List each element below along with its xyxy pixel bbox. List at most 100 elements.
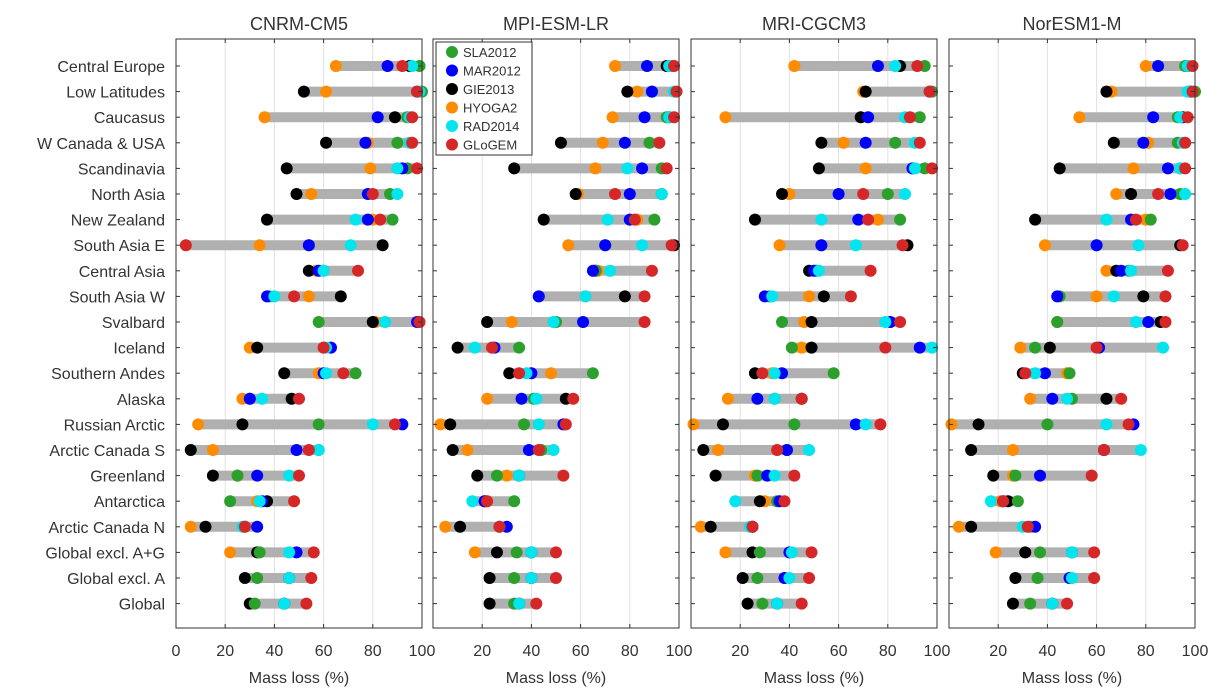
data-point-gie bbox=[704, 520, 717, 533]
data-point-mar bbox=[1038, 367, 1051, 380]
panel-frame bbox=[690, 38, 938, 629]
data-point-gie bbox=[709, 469, 722, 482]
data-point-rad bbox=[926, 341, 939, 354]
data-point-glo bbox=[530, 597, 543, 610]
legend-label: MAR2012 bbox=[463, 64, 521, 79]
data-point-glo bbox=[1179, 162, 1192, 175]
region-label: Global excl. A+G bbox=[45, 545, 165, 562]
data-point-glo bbox=[1061, 597, 1074, 610]
data-point-hyo bbox=[719, 546, 732, 559]
legend: SLA2012 MAR2012 GIE2013 HYOGA2 RAD2014 GLoGEM bbox=[435, 41, 533, 156]
x-tick-label: 40 bbox=[523, 643, 541, 660]
data-point-glo bbox=[486, 341, 499, 354]
data-point-glo bbox=[532, 444, 545, 456]
data-point-mar bbox=[859, 136, 872, 149]
data-point-glo bbox=[493, 520, 506, 533]
data-point-gie bbox=[805, 316, 818, 328]
data-point-glo bbox=[1090, 341, 1103, 354]
data-point-hyo bbox=[803, 290, 816, 303]
data-point-hyo bbox=[952, 520, 965, 533]
data-point-rad bbox=[312, 444, 325, 456]
x-tick-label: 100 bbox=[409, 643, 436, 660]
data-point-gie bbox=[965, 520, 978, 533]
data-point-rad bbox=[636, 239, 649, 252]
data-point-rad bbox=[815, 213, 828, 226]
data-point-glo bbox=[1088, 572, 1101, 584]
x-tick-label: 20 bbox=[989, 643, 1007, 660]
region-label: Greenland bbox=[90, 469, 165, 486]
data-point-glo bbox=[293, 469, 305, 482]
x-tick-label: 40 bbox=[266, 643, 284, 660]
data-point-hyo bbox=[773, 239, 786, 252]
data-point-gie bbox=[238, 572, 251, 584]
data-point-rad bbox=[1179, 188, 1192, 200]
data-point-sla bbox=[751, 572, 764, 584]
x-tick-label: 20 bbox=[731, 643, 749, 660]
data-point-glo bbox=[894, 316, 907, 328]
data-point-hyo bbox=[795, 341, 808, 354]
x-tick-label: 80 bbox=[879, 643, 897, 660]
data-point-glo bbox=[805, 546, 818, 559]
data-point-mar bbox=[645, 85, 658, 98]
data-point-glo bbox=[411, 162, 424, 175]
data-point-glo bbox=[238, 520, 251, 533]
data-point-glo bbox=[550, 572, 562, 584]
data-point-mar bbox=[251, 469, 264, 482]
data-point-glo bbox=[864, 264, 877, 277]
data-point-gie bbox=[508, 162, 521, 175]
data-point-rad bbox=[579, 290, 592, 303]
data-point-gie bbox=[716, 418, 729, 431]
data-point-gie bbox=[859, 85, 872, 98]
x-tick-label: 40 bbox=[1039, 643, 1057, 660]
x-tick-label: 0 bbox=[172, 643, 181, 660]
data-point-sla bbox=[776, 316, 789, 328]
data-point-mar bbox=[302, 239, 315, 252]
data-point-rad bbox=[406, 60, 419, 72]
data-point-rad bbox=[1066, 572, 1078, 584]
data-point-rad bbox=[1132, 239, 1145, 252]
data-point-hyo bbox=[989, 546, 1002, 559]
region-label: Svalbard bbox=[102, 315, 165, 332]
data-point-gie bbox=[471, 469, 484, 482]
data-point-gie bbox=[388, 111, 401, 124]
data-point-gie bbox=[483, 597, 496, 610]
data-point-hyo bbox=[1024, 392, 1037, 405]
region-label: Global bbox=[119, 597, 165, 614]
region-label: South Asia E bbox=[73, 238, 165, 255]
data-point-mar bbox=[641, 60, 654, 72]
panel-1: 0 20 40 60 80 100 Mass loss (%) CNRM-CM5 bbox=[172, 14, 436, 687]
data-point-sla bbox=[518, 418, 531, 431]
data-point-mar bbox=[849, 418, 862, 431]
data-point-rad bbox=[468, 341, 481, 354]
panel-title: MRI-CGCM3 bbox=[762, 14, 866, 34]
data-point-gie bbox=[537, 213, 550, 226]
data-point-rad bbox=[344, 239, 357, 252]
data-point-rad bbox=[1107, 290, 1120, 303]
data-point-rad bbox=[317, 264, 330, 277]
data-point-gie bbox=[1137, 290, 1150, 303]
data-point-glo bbox=[396, 60, 409, 72]
data-point-sla bbox=[1029, 341, 1042, 354]
legend-label: GLoGEM bbox=[463, 138, 517, 153]
data-point-gie bbox=[776, 188, 789, 200]
data-point-hyo bbox=[461, 444, 474, 456]
data-point-rad bbox=[268, 290, 281, 303]
data-point-gie bbox=[446, 444, 459, 456]
data-point-sla bbox=[312, 418, 325, 431]
data-point-sla bbox=[510, 546, 523, 559]
data-point-sla bbox=[1031, 572, 1044, 584]
data-point-gie bbox=[278, 367, 291, 380]
data-point-glo bbox=[1176, 239, 1189, 252]
data-point-gie bbox=[483, 572, 496, 584]
data-point-sla bbox=[251, 572, 264, 584]
data-point-rad bbox=[729, 495, 742, 508]
data-point-glo bbox=[778, 495, 791, 508]
data-point-glo bbox=[307, 546, 320, 559]
data-point-glo bbox=[1115, 392, 1128, 405]
data-point-hyo bbox=[1100, 264, 1113, 277]
data-point-hyo bbox=[302, 290, 315, 303]
x-tick-label: 20 bbox=[216, 643, 234, 660]
data-point-hyo bbox=[1014, 341, 1027, 354]
data-point-gie bbox=[366, 316, 379, 328]
